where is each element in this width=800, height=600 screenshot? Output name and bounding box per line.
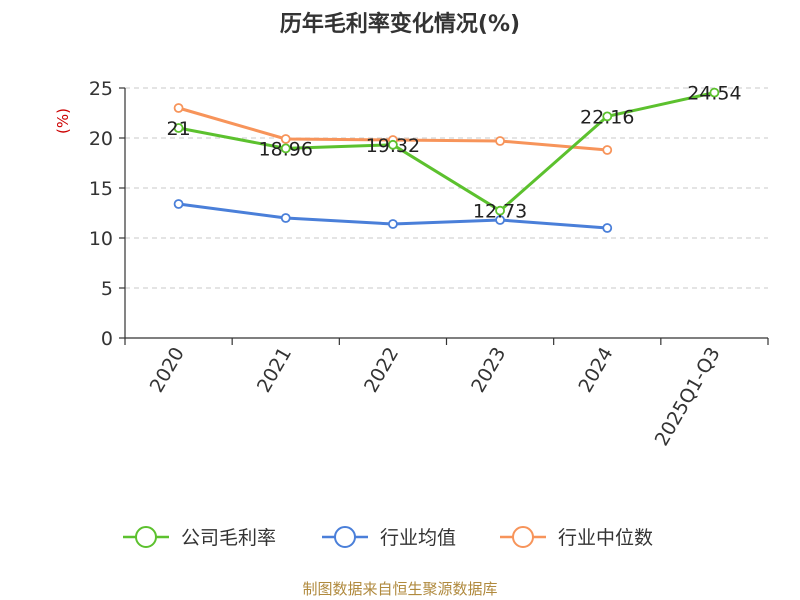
legend-label: 行业均值	[380, 527, 456, 549]
x-tick-label: 2022	[360, 344, 403, 397]
legend-label: 公司毛利率	[181, 527, 276, 549]
data-point	[709, 87, 720, 98]
x-tick-label: 2021	[253, 344, 296, 397]
data-point	[495, 215, 505, 225]
y-tick-label: 20	[89, 128, 113, 150]
y-tick-label: 5	[101, 278, 113, 300]
y-tick-label: 10	[89, 228, 113, 250]
data-point	[173, 123, 184, 133]
data-point	[602, 111, 613, 122]
y-tick-label: 0	[101, 328, 113, 350]
legend-marker	[135, 526, 157, 548]
x-tick-label: 2024	[574, 344, 617, 397]
y-tick-label: 25	[89, 78, 113, 100]
series-line	[178, 91, 715, 213]
data-point	[602, 145, 613, 155]
legend-marker	[512, 526, 534, 548]
data-point	[173, 199, 184, 209]
data-label: 12.73	[473, 201, 527, 223]
data-point	[602, 223, 613, 233]
x-tick-label: 2023	[467, 344, 510, 397]
data-label: 19.32	[366, 135, 420, 157]
data-point	[173, 103, 184, 113]
y-tick-label: 15	[89, 178, 113, 200]
data-point	[495, 205, 505, 216]
data-point	[280, 213, 291, 223]
data-point	[388, 219, 398, 229]
data-label: 21	[166, 118, 190, 140]
data-point	[280, 143, 291, 154]
legend-marker	[334, 526, 356, 548]
x-tick-label: 2020	[146, 344, 189, 397]
data-point	[280, 134, 291, 144]
data-point	[388, 139, 398, 150]
x-tick-label: 2025Q1-Q3	[651, 344, 725, 450]
data-label: 18.96	[259, 138, 313, 160]
source-footer: 制图数据来自恒生聚源数据库	[302, 580, 498, 598]
data-label: 22.16	[580, 106, 634, 128]
data-point	[495, 136, 505, 146]
chart-title: 历年毛利率变化情况(%)	[279, 12, 521, 37]
legend-label: 行业中位数	[558, 527, 653, 549]
data-label: 24.54	[687, 83, 741, 105]
